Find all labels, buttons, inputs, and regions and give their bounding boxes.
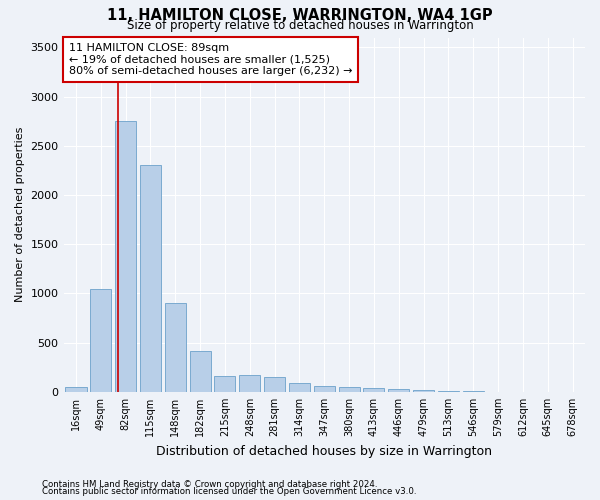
Bar bbox=[239, 375, 260, 392]
Bar bbox=[388, 389, 409, 392]
Text: Contains public sector information licensed under the Open Government Licence v3: Contains public sector information licen… bbox=[42, 487, 416, 496]
Bar bbox=[190, 350, 211, 392]
Bar bbox=[165, 304, 186, 392]
Text: Contains HM Land Registry data © Crown copyright and database right 2024.: Contains HM Land Registry data © Crown c… bbox=[42, 480, 377, 489]
Text: 11, HAMILTON CLOSE, WARRINGTON, WA4 1GP: 11, HAMILTON CLOSE, WARRINGTON, WA4 1GP bbox=[107, 8, 493, 22]
Bar bbox=[463, 391, 484, 392]
Bar bbox=[413, 390, 434, 392]
Text: 11 HAMILTON CLOSE: 89sqm
← 19% of detached houses are smaller (1,525)
80% of sem: 11 HAMILTON CLOSE: 89sqm ← 19% of detach… bbox=[69, 43, 352, 76]
Y-axis label: Number of detached properties: Number of detached properties bbox=[15, 127, 25, 302]
Bar bbox=[140, 166, 161, 392]
Bar bbox=[314, 386, 335, 392]
Bar bbox=[115, 121, 136, 392]
Bar bbox=[289, 383, 310, 392]
X-axis label: Distribution of detached houses by size in Warrington: Distribution of detached houses by size … bbox=[156, 444, 492, 458]
Text: Size of property relative to detached houses in Warrington: Size of property relative to detached ho… bbox=[127, 18, 473, 32]
Bar bbox=[264, 376, 285, 392]
Bar bbox=[364, 388, 385, 392]
Bar bbox=[90, 288, 112, 392]
Bar bbox=[65, 387, 86, 392]
Bar bbox=[214, 376, 235, 392]
Bar bbox=[438, 391, 459, 392]
Bar bbox=[338, 387, 359, 392]
